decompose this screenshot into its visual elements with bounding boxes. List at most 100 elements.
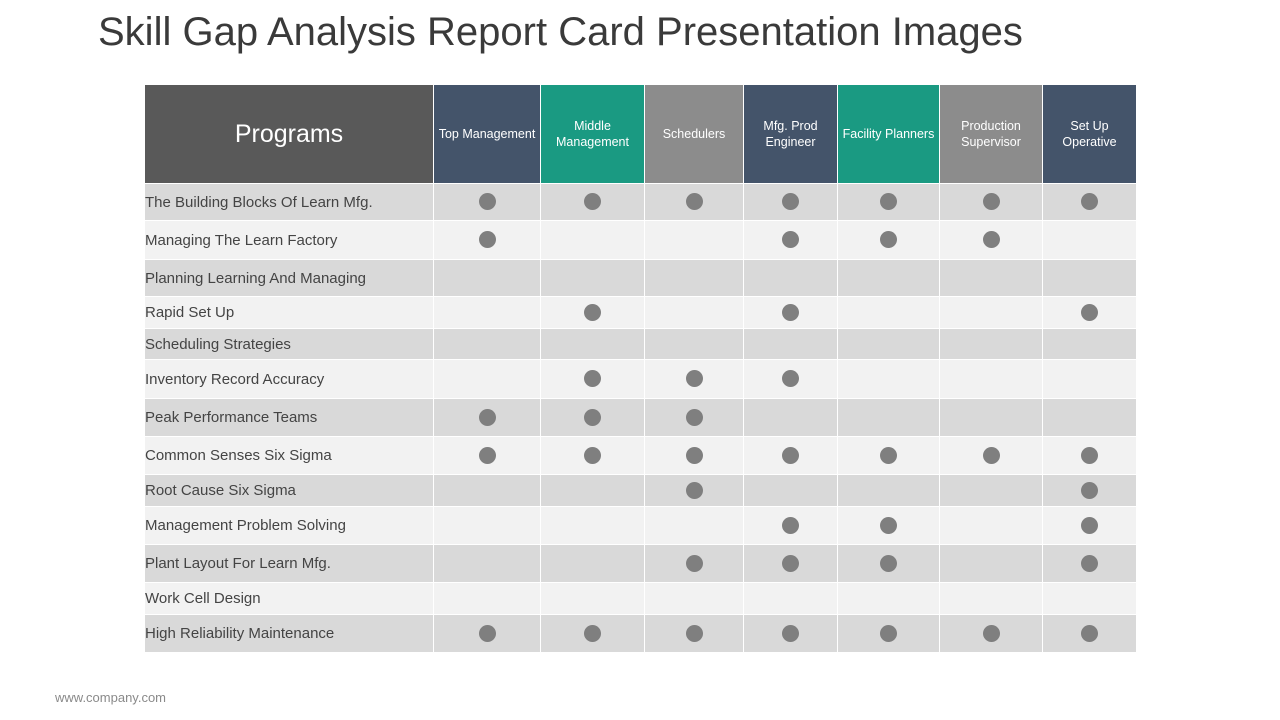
table-row: Management Problem Solving — [144, 506, 1137, 545]
table-cell — [939, 474, 1043, 507]
table-cell — [743, 582, 838, 615]
table-cell — [837, 582, 940, 615]
column-header-facility-planners: Facility Planners — [837, 84, 940, 184]
skill-gap-table: Programs Top Management Middle Managemen… — [144, 84, 1137, 653]
program-name: Rapid Set Up — [144, 296, 434, 329]
filled-dot-icon — [880, 446, 897, 464]
filled-dot-icon — [584, 624, 601, 642]
table-cell — [837, 183, 940, 221]
filled-dot-icon — [782, 446, 799, 464]
table-cell — [837, 359, 940, 399]
filled-dot-icon — [782, 370, 799, 388]
column-header-production-supervisor: Production Supervisor — [939, 84, 1043, 184]
table-cell — [939, 436, 1043, 475]
filled-dot-icon — [685, 370, 703, 388]
program-name: Work Cell Design — [144, 582, 434, 615]
table-header-row: Programs Top Management Middle Managemen… — [144, 84, 1137, 184]
table-cell — [433, 220, 541, 260]
table-cell — [433, 259, 541, 297]
program-name: Peak Performance Teams — [144, 398, 434, 437]
table-cell — [743, 398, 838, 437]
table-cell — [939, 259, 1043, 297]
table-cell — [743, 220, 838, 260]
table-cell — [540, 436, 645, 475]
table-cell — [1042, 359, 1137, 399]
table-cell — [644, 506, 744, 545]
table-cell — [939, 220, 1043, 260]
table-cell — [433, 183, 541, 221]
program-name: Planning Learning And Managing — [144, 259, 434, 297]
table-cell — [1042, 474, 1137, 507]
table-cell — [837, 328, 940, 360]
table-cell — [1042, 614, 1137, 653]
table-cell — [1042, 296, 1137, 329]
table-cell — [433, 398, 541, 437]
filled-dot-icon — [1081, 481, 1098, 499]
table-row: Planning Learning And Managing — [144, 259, 1137, 297]
table-cell — [837, 614, 940, 653]
table-cell — [540, 582, 645, 615]
table-cell — [540, 506, 645, 545]
table-cell — [540, 398, 645, 437]
filled-dot-icon — [584, 370, 601, 388]
table-cell — [939, 544, 1043, 583]
table-cell — [644, 259, 744, 297]
table-cell — [644, 296, 744, 329]
table-row: The Building Blocks Of Learn Mfg. — [144, 183, 1137, 221]
table-cell — [1042, 436, 1137, 475]
table-cell — [939, 582, 1043, 615]
table-cell — [644, 582, 744, 615]
table-cell — [433, 436, 541, 475]
filled-dot-icon — [685, 624, 703, 642]
table-cell — [1042, 328, 1137, 360]
filled-dot-icon — [584, 193, 601, 211]
filled-dot-icon — [1081, 446, 1098, 464]
table-row: Plant Layout For Learn Mfg. — [144, 544, 1137, 583]
program-name: Managing The Learn Factory — [144, 220, 434, 260]
table-cell — [1042, 220, 1137, 260]
filled-dot-icon — [880, 624, 897, 642]
table-cell — [540, 474, 645, 507]
footer-url: www.company.com — [55, 690, 167, 705]
table-cell — [743, 328, 838, 360]
table-row: Rapid Set Up — [144, 296, 1137, 329]
table-cell — [837, 436, 940, 475]
column-header-top-management: Top Management — [433, 84, 541, 184]
column-header-middle-management: Middle Management — [540, 84, 645, 184]
table-cell — [644, 183, 744, 221]
table-cell — [433, 296, 541, 329]
program-name: High Reliability Maintenance — [144, 614, 434, 653]
table-cell — [939, 614, 1043, 653]
table-cell — [1042, 506, 1137, 545]
column-header-schedulers: Schedulers — [644, 84, 744, 184]
table-cell — [743, 183, 838, 221]
table-cell — [644, 614, 744, 653]
table-cell — [837, 544, 940, 583]
filled-dot-icon — [1081, 554, 1098, 572]
table-row: High Reliability Maintenance — [144, 614, 1137, 653]
table-row: Managing The Learn Factory — [144, 220, 1137, 260]
filled-dot-icon — [478, 231, 496, 249]
table-cell — [939, 328, 1043, 360]
table-cell — [837, 259, 940, 297]
table-cell — [837, 474, 940, 507]
program-name: Plant Layout For Learn Mfg. — [144, 544, 434, 583]
filled-dot-icon — [584, 408, 601, 426]
filled-dot-icon — [782, 516, 799, 534]
table-cell — [837, 296, 940, 329]
table-cell — [743, 506, 838, 545]
filled-dot-icon — [685, 446, 703, 464]
table-cell — [644, 328, 744, 360]
table-cell — [1042, 582, 1137, 615]
filled-dot-icon — [880, 516, 897, 534]
table-cell — [540, 220, 645, 260]
filled-dot-icon — [685, 408, 703, 426]
column-header-mfg-prod-engineer: Mfg. Prod Engineer — [743, 84, 838, 184]
table-cell — [540, 359, 645, 399]
table-cell — [743, 359, 838, 399]
program-name: Inventory Record Accuracy — [144, 359, 434, 399]
program-name: Scheduling Strategies — [144, 328, 434, 360]
table-cell — [1042, 398, 1137, 437]
table-cell — [540, 259, 645, 297]
table-cell — [433, 474, 541, 507]
